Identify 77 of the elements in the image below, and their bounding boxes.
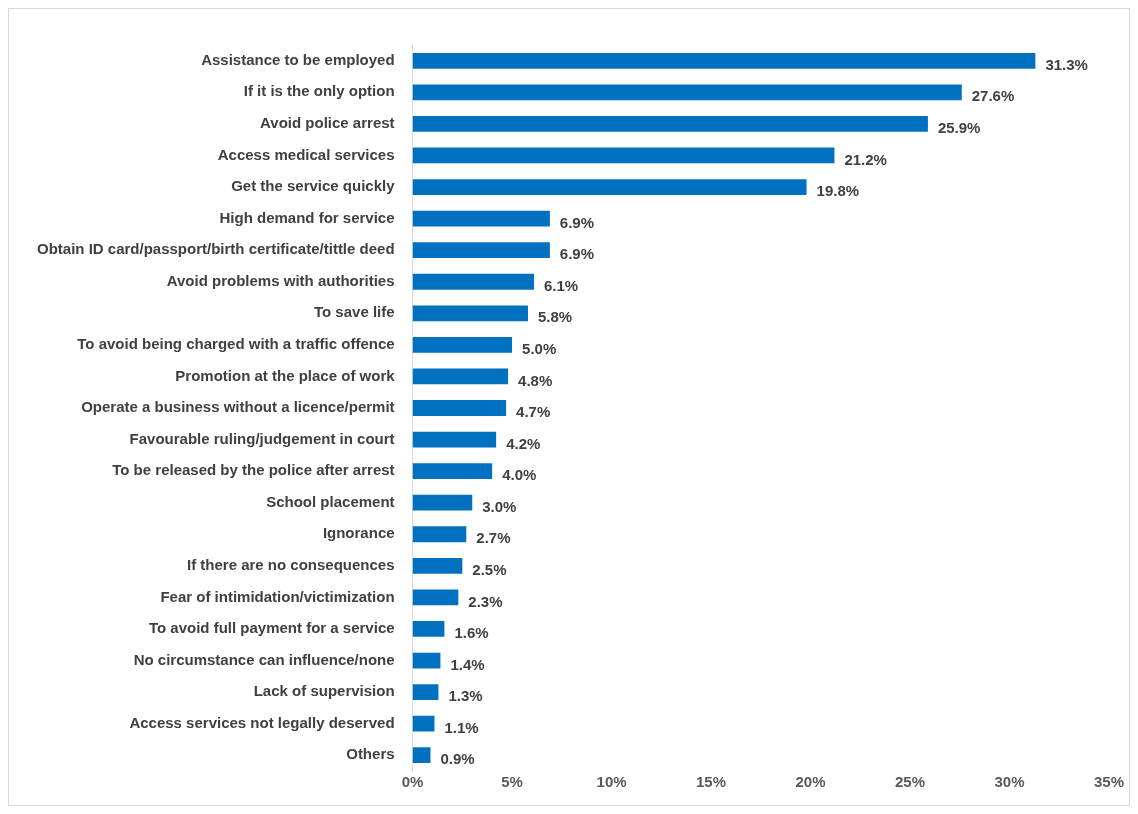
y-tick-label: If it is the only option [243, 82, 395, 100]
y-tick-label: Lack of supervision [253, 682, 395, 700]
x-tick-label: 10% [596, 773, 627, 791]
y-tick-label: Access services not legally deserved [129, 713, 395, 731]
data-label: 31.3% [1045, 55, 1088, 73]
y-tick-label: To avoid full payment for a service [148, 619, 395, 637]
y-tick-label: Fear of intimidation/victimization [160, 587, 395, 605]
bar [412, 589, 459, 606]
bar [412, 305, 528, 322]
y-tick-label: Ignorance [322, 524, 395, 542]
bar [412, 463, 493, 480]
x-tick-label: 30% [994, 773, 1025, 791]
data-label: 25.9% [937, 119, 981, 137]
bar [412, 684, 439, 700]
data-label: 6.9% [559, 245, 595, 263]
bar [412, 147, 835, 164]
y-tick-label: School placement [266, 492, 395, 510]
data-label: 19.8% [816, 182, 860, 200]
data-label: 0.9% [440, 750, 475, 768]
y-tick-label: Avoid police arrest [260, 114, 395, 132]
bar [412, 242, 550, 259]
data-label: 2.5% [472, 560, 507, 578]
x-tick-label: 5% [501, 773, 523, 791]
data-label: 4.8% [518, 371, 553, 389]
x-tick-label: 20% [795, 773, 826, 791]
data-label: 6.1% [543, 276, 579, 294]
data-label: 4.0% [502, 466, 537, 484]
y-tick-label: Access medical services [217, 145, 395, 163]
x-tick-label: 0% [401, 773, 424, 791]
y-tick-label: High demand for service [219, 208, 395, 226]
y-tick-label: If there are no consequences [186, 555, 395, 573]
bar [412, 494, 473, 511]
data-label: 2.3% [468, 592, 503, 610]
bar [412, 368, 509, 385]
data-label: 6.9% [559, 213, 595, 231]
data-label: 5.8% [537, 308, 573, 326]
y-tick-label: To save life [313, 303, 395, 321]
x-tick-label: 15% [696, 773, 727, 791]
y-tick-label: Get the service quickly [231, 177, 396, 195]
y-tick-label: Avoid problems with authorities [166, 271, 395, 289]
bar [412, 273, 534, 290]
y-tick-label: Promotion at the place of work [175, 366, 396, 384]
y-tick-label: Obtain ID card/passport/birth certificate/tittle deed [36, 240, 395, 258]
bar [412, 715, 435, 732]
bar [412, 210, 550, 227]
data-label: 1.6% [454, 624, 489, 642]
data-label: 21.2% [844, 150, 887, 168]
y-tick-label: Favourable ruling/judgement in court [129, 429, 395, 447]
data-label: 1.1% [444, 718, 479, 736]
data-label: 2.7% [476, 529, 511, 547]
data-label: 1.3% [448, 687, 483, 705]
y-tick-label: No circumstance can influence/none [133, 650, 395, 668]
data-label: 4.2% [506, 434, 541, 452]
data-label: 4.7% [516, 403, 551, 421]
bar [412, 652, 441, 669]
bar [412, 52, 1036, 69]
bar [412, 557, 463, 574]
bar [412, 336, 513, 353]
bar [412, 431, 497, 448]
y-tick-label: To be released by the police after arrest [112, 461, 395, 479]
data-label: 27.6% [971, 87, 1015, 105]
data-label: 5.0% [522, 340, 557, 358]
y-tick-label: Others [346, 745, 395, 763]
bar [412, 400, 507, 416]
y-tick-label: Assistance to be employed [201, 50, 395, 68]
data-label: 1.4% [450, 655, 485, 673]
bar [412, 179, 807, 195]
bar [412, 84, 962, 101]
y-tick-label: To avoid being charged with a traffic offence [77, 335, 395, 353]
data-label: 3.0% [482, 497, 517, 515]
bar [412, 526, 467, 543]
bar [412, 621, 445, 637]
bar [412, 116, 928, 132]
x-tick-label: 25% [895, 773, 926, 791]
x-tick-label: 35% [1093, 773, 1125, 791]
bar [412, 747, 431, 764]
y-tick-label: Operate a business without a licence/permit [81, 398, 395, 416]
